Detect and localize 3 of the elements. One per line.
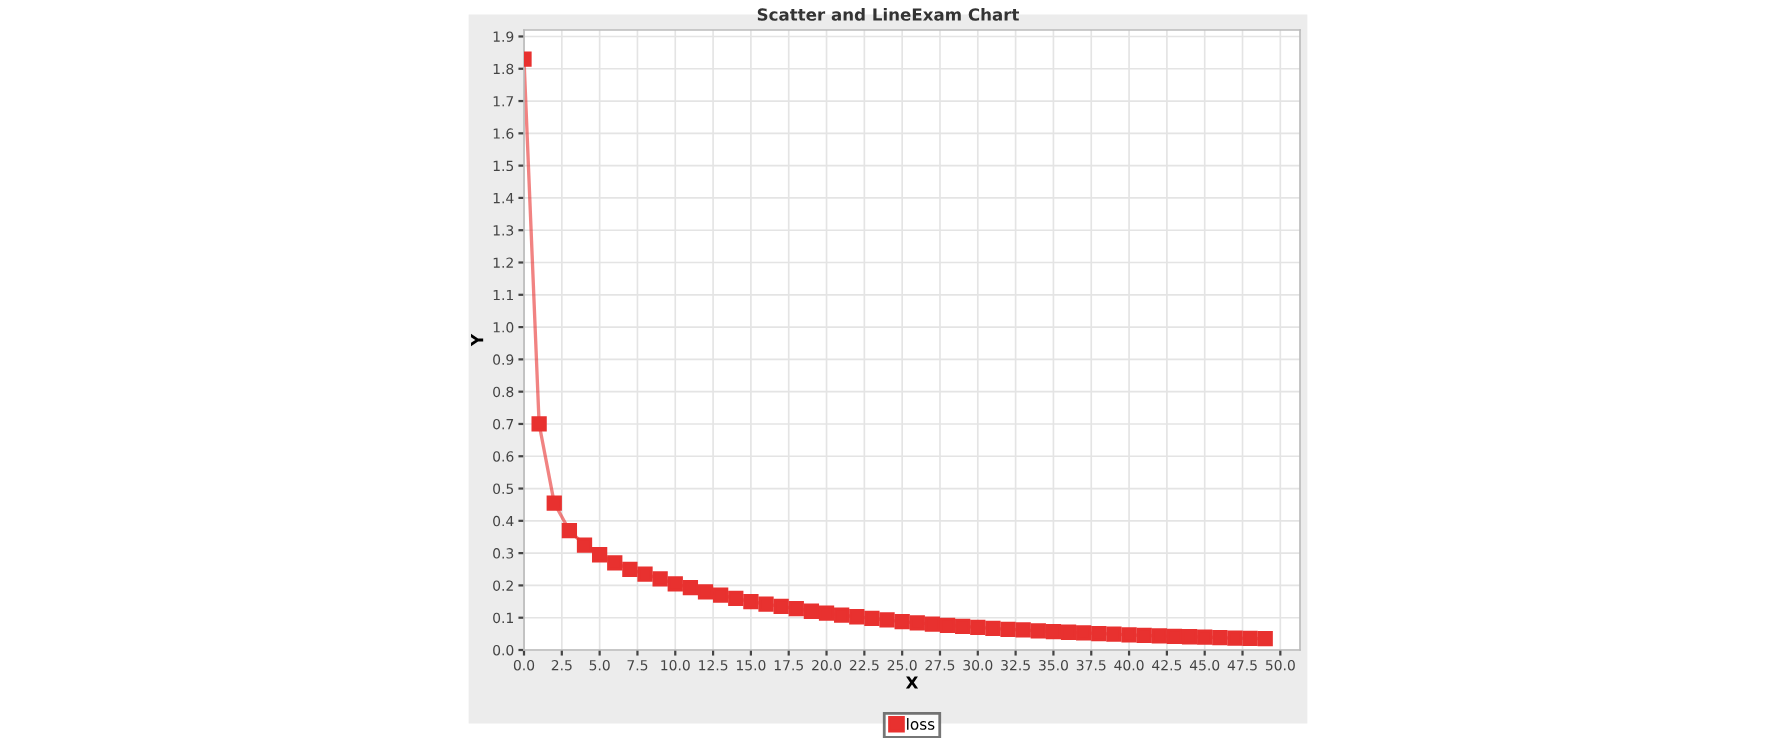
chart-title: Scatter and LineExam Chart xyxy=(757,7,1020,21)
x-axis-title: X xyxy=(905,676,919,689)
y-axis-title: Y xyxy=(471,333,484,347)
